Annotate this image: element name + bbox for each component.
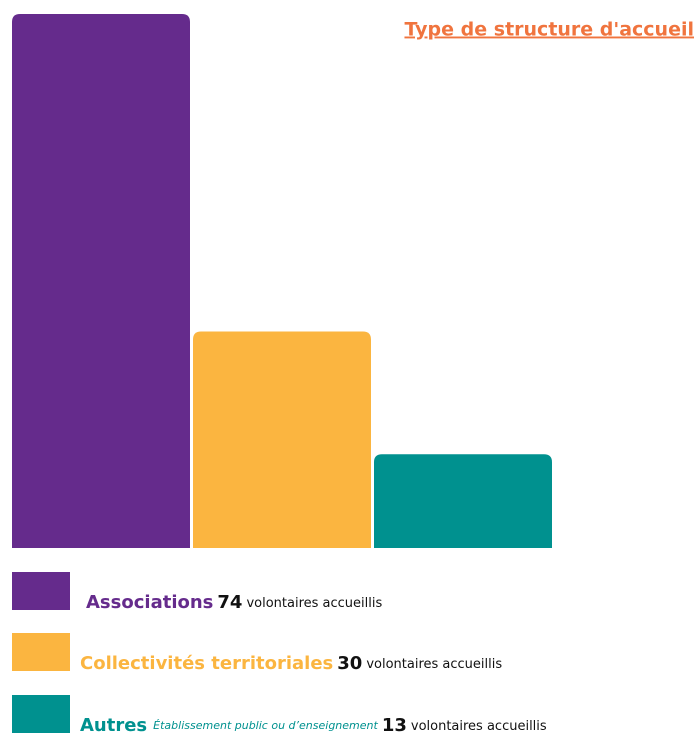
- bar: [193, 331, 371, 548]
- value-label: 30: [337, 653, 362, 674]
- value-label: 74: [217, 592, 242, 613]
- legend-note: Établissement public ou d’enseignement: [153, 719, 378, 732]
- legend-entry: Collectivités territoriales 30 volontaires…: [80, 653, 502, 674]
- value-unit: volontaires accueillis: [411, 719, 547, 734]
- legend-label: Autres: [80, 715, 147, 736]
- value-unit: volontaires accueillis: [366, 657, 502, 672]
- legend-entry: Associations 74 volontaires accueillis: [86, 592, 382, 613]
- value-unit: volontaires accueillis: [246, 596, 382, 611]
- legend-label: Associations: [86, 592, 213, 613]
- legend-label: Collectivités territoriales: [80, 653, 333, 674]
- legend-swatch: [12, 695, 70, 733]
- bar: [374, 454, 552, 548]
- chart-title: Type de structure d'accueil: [404, 19, 694, 41]
- legend-swatch: [12, 633, 70, 671]
- value-label: 13: [382, 715, 407, 736]
- legend-entry: Autres Établissement public ou d’enseigne…: [80, 715, 547, 736]
- legend-swatch: [12, 572, 70, 610]
- bar: [12, 14, 190, 548]
